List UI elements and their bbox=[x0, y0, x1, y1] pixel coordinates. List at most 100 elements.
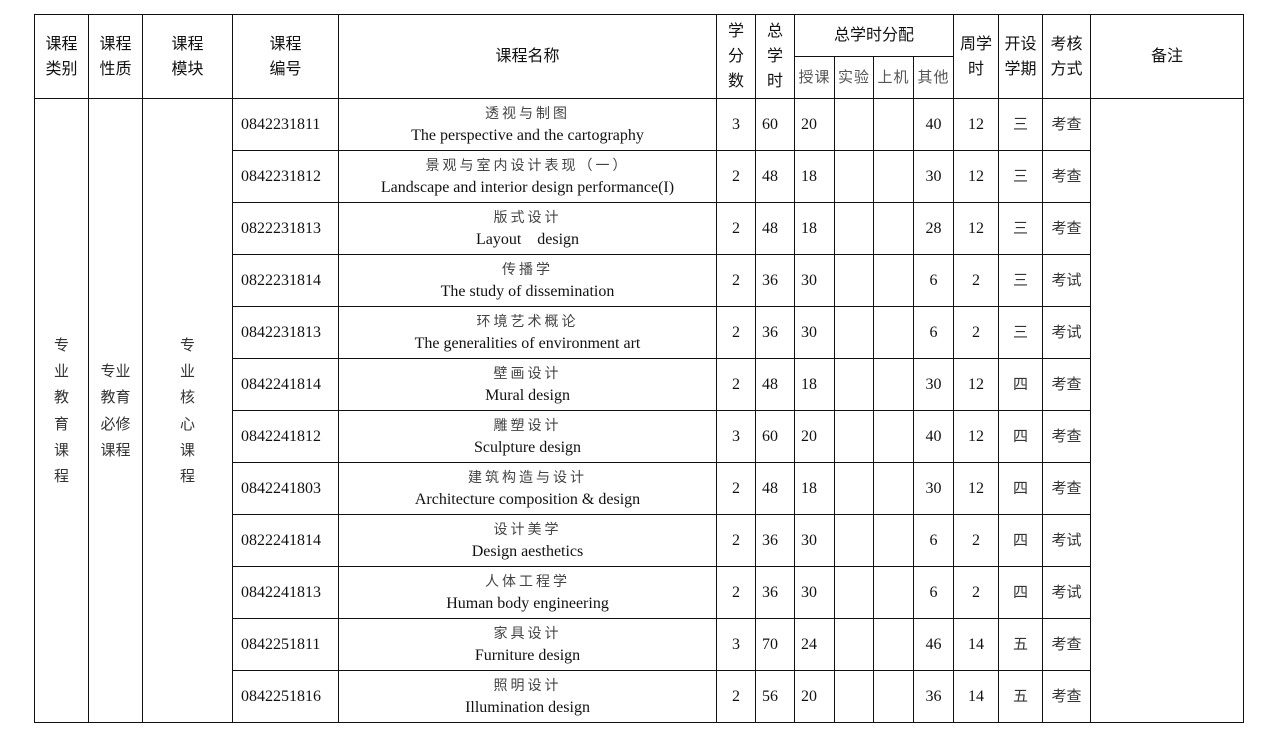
course-code: 0842241814 bbox=[232, 358, 339, 411]
remarks bbox=[1090, 98, 1244, 723]
experiment-hours bbox=[834, 306, 874, 359]
computer-hours bbox=[873, 410, 914, 463]
assessment: 考查 bbox=[1042, 202, 1091, 255]
experiment-hours bbox=[834, 202, 874, 255]
semester: 三 bbox=[998, 202, 1043, 255]
table-row: 0822231813 版式设计 Layout design 2 48 18 28 12 三考查 bbox=[35, 202, 1244, 255]
table-row: 0842231812 景观与室内设计表现（一） Landscape and inte… bbox=[35, 150, 1244, 203]
table-row: 0842241813 人体工程学 Human body engineering 2 36… bbox=[35, 566, 1244, 619]
course-name: 壁画设计 Mural design bbox=[338, 358, 717, 411]
weekly-hours: 12 bbox=[953, 202, 999, 255]
col-code: 课程编号 bbox=[232, 14, 339, 99]
col-assessment: 考核方式 bbox=[1042, 14, 1091, 99]
semester: 三 bbox=[998, 306, 1043, 359]
semester: 四 bbox=[998, 358, 1043, 411]
credits: 2 bbox=[716, 514, 756, 567]
course-code: 0842231813 bbox=[232, 306, 339, 359]
course-name-en: Landscape and interior design performanc… bbox=[380, 178, 675, 196]
table-row: 0822241814 设计美学 Design aesthetics 2 36 30 6 2 四考… bbox=[35, 514, 1244, 567]
total-hours: 48 bbox=[755, 150, 795, 203]
course-code: 0842231812 bbox=[232, 150, 339, 203]
table-row: 0842251811 家具设计 Furniture design 3 70 24 46 14 五… bbox=[35, 618, 1244, 671]
computer-hours bbox=[873, 462, 914, 515]
lecture-hours: 30 bbox=[794, 254, 835, 307]
col-distribution: 总学时分配 bbox=[794, 14, 954, 57]
course-code: 0842241813 bbox=[232, 566, 339, 619]
semester: 四 bbox=[998, 566, 1043, 619]
col-nature: 课程性质 bbox=[88, 14, 143, 99]
course-name-en: Mural design bbox=[485, 386, 570, 404]
table-row: 0842251816 照明设计 Illumination design 2 56 20 36… bbox=[35, 670, 1244, 723]
credits: 3 bbox=[716, 618, 756, 671]
course-module: 专业核心课程 bbox=[142, 98, 233, 723]
weekly-hours: 12 bbox=[953, 462, 999, 515]
total-hours: 36 bbox=[755, 306, 795, 359]
credits: 3 bbox=[716, 98, 756, 151]
col-experiment: 实验 bbox=[834, 56, 874, 99]
total-hours: 60 bbox=[755, 98, 795, 151]
lecture-hours: 18 bbox=[794, 462, 835, 515]
credits: 2 bbox=[716, 306, 756, 359]
assessment: 考试 bbox=[1042, 254, 1091, 307]
credits: 2 bbox=[716, 670, 756, 723]
course-category: 专业教育课程 bbox=[34, 98, 89, 723]
credits: 2 bbox=[716, 150, 756, 203]
other-hours: 6 bbox=[913, 306, 954, 359]
lecture-hours: 18 bbox=[794, 150, 835, 203]
course-code: 0822241814 bbox=[232, 514, 339, 567]
course-name-en: Furniture design bbox=[474, 646, 581, 664]
course-name-cn: 壁画设计 bbox=[493, 365, 562, 382]
experiment-hours bbox=[834, 254, 874, 307]
computer-hours bbox=[873, 254, 914, 307]
computer-hours bbox=[873, 98, 914, 151]
col-semester: 开设学期 bbox=[998, 14, 1043, 99]
course-name: 建筑构造与设计 Architecture composition & design bbox=[338, 462, 717, 515]
weekly-hours: 2 bbox=[953, 566, 999, 619]
col-remarks: 备注 bbox=[1090, 14, 1244, 99]
course-name-en: The study of dissemination bbox=[440, 282, 615, 300]
other-hours: 40 bbox=[913, 98, 954, 151]
course-nature: 专业教育必修课程 bbox=[88, 98, 143, 723]
table-row: 专业教育课程 专业教育必修课程 专业核心课程 0842231811 透视与制图 The p… bbox=[34, 98, 1244, 723]
weekly-hours: 14 bbox=[953, 670, 999, 723]
total-hours: 56 bbox=[755, 670, 795, 723]
course-name-en: Architecture composition & design bbox=[414, 490, 641, 508]
computer-hours bbox=[873, 618, 914, 671]
table-row: 0842241803 建筑构造与设计 Architecture compositio… bbox=[35, 462, 1244, 515]
weekly-hours: 14 bbox=[953, 618, 999, 671]
course-code: 0822231813 bbox=[232, 202, 339, 255]
course-name-en: The generalities of environment art bbox=[414, 334, 641, 352]
assessment: 考试 bbox=[1042, 514, 1091, 567]
lecture-hours: 30 bbox=[794, 566, 835, 619]
weekly-hours: 12 bbox=[953, 358, 999, 411]
col-name: 课程名称 bbox=[338, 14, 717, 99]
header-row: 课程类别 课程性质 课程模块 课程编号 课程名称 学分数 总学时 总学时分配 周… bbox=[34, 14, 1244, 99]
course-name: 透视与制图 The perspective and the cartography bbox=[338, 98, 717, 151]
course-name: 照明设计 Illumination design bbox=[338, 670, 717, 723]
course-code: 0842251816 bbox=[232, 670, 339, 723]
course-name: 景观与室内设计表现（一） Landscape and interior desig… bbox=[338, 150, 717, 203]
table-row: 0842241814 壁画设计 Mural design 2 48 18 30 12 四考查 bbox=[35, 358, 1244, 411]
computer-hours bbox=[873, 514, 914, 567]
experiment-hours bbox=[834, 410, 874, 463]
semester: 四 bbox=[998, 462, 1043, 515]
experiment-hours bbox=[834, 98, 874, 151]
other-hours: 30 bbox=[913, 150, 954, 203]
table-row: 0822231814 传播学 The study of dissemination 2… bbox=[35, 254, 1244, 307]
other-hours: 6 bbox=[913, 514, 954, 567]
credits: 2 bbox=[716, 566, 756, 619]
course-name-cn: 照明设计 bbox=[493, 677, 562, 694]
other-hours: 6 bbox=[913, 566, 954, 619]
other-hours: 30 bbox=[913, 462, 954, 515]
col-category: 课程类别 bbox=[34, 14, 89, 99]
assessment: 考查 bbox=[1042, 358, 1091, 411]
course-name-en: Illumination design bbox=[465, 698, 590, 716]
course-code: 0842241812 bbox=[232, 410, 339, 463]
course-name-cn: 建筑构造与设计 bbox=[468, 469, 587, 486]
course-name-cn: 版式设计 bbox=[493, 209, 562, 226]
course-name: 人体工程学 Human body engineering bbox=[338, 566, 717, 619]
weekly-hours: 2 bbox=[953, 306, 999, 359]
experiment-hours bbox=[834, 618, 874, 671]
experiment-hours bbox=[834, 462, 874, 515]
col-weekly-hours: 周学时 bbox=[953, 14, 999, 99]
